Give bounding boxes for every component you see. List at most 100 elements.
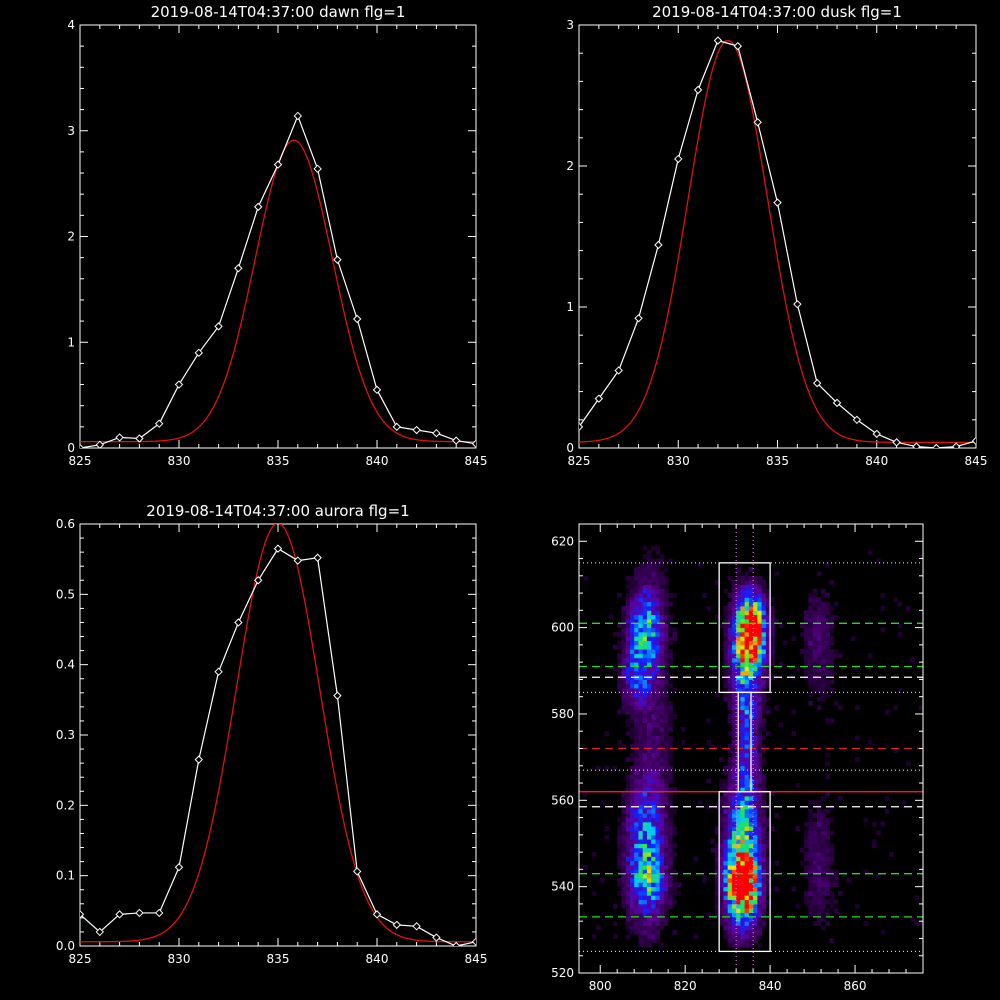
- aurora-y-tick-label: 0.1: [56, 869, 75, 883]
- dusk-chart-title: 2019-08-14T04:37:00 dusk flg=1: [652, 3, 902, 21]
- aurora-axes-frame: [79, 523, 477, 947]
- aurora-chart-title: 2019-08-14T04:37:00 aurora flg=1: [146, 502, 410, 520]
- aurora-plot-area: [80, 524, 476, 946]
- dusk-axes-frame: [578, 24, 977, 449]
- dusk-data-point: [733, 41, 743, 51]
- aurora-data-point: [115, 910, 124, 919]
- dusk-data-point: [971, 436, 976, 446]
- aurora-x-tick-label: 845: [465, 952, 488, 966]
- dawn-data-point: [273, 160, 283, 169]
- dusk-chart: 825 830 835 840 845 0 1 2 3: [566, 18, 987, 468]
- dawn-data-point: [253, 202, 263, 212]
- dawn-data-point: [194, 348, 204, 358]
- aurora-data-point: [174, 863, 184, 872]
- dusk-data-point: [773, 198, 782, 207]
- image-y-tick-label: 580: [551, 707, 574, 721]
- dawn-data-point: [174, 380, 184, 389]
- aurora-data-point: [451, 941, 461, 946]
- aurora-x-tick-label: 835: [267, 952, 290, 966]
- dawn-x-tick-label: 825: [69, 454, 92, 468]
- dawn-chart-title: 2019-08-14T04:37:00 dawn flg=1: [150, 3, 406, 21]
- dawn-x-tick-label: 835: [267, 454, 290, 468]
- image-x-tick-label: 820: [674, 979, 697, 993]
- aurora-x-tick-label: 830: [168, 952, 191, 966]
- dawn-x-tick-label: 830: [168, 454, 191, 468]
- aurora-data-point: [154, 908, 164, 918]
- dusk-data-point: [654, 240, 663, 250]
- aurora-data-point: [293, 556, 303, 565]
- dusk-y-tick-label: 2: [566, 159, 574, 173]
- dusk-data-point: [674, 154, 683, 164]
- dusk-data-point: [713, 36, 723, 45]
- image-y-tick-label: 560: [551, 793, 574, 807]
- dawn-data-point: [333, 255, 342, 264]
- dawn-data-point: [392, 422, 402, 432]
- aurora-data-point: [392, 920, 402, 930]
- aurora-data-point: [194, 755, 204, 764]
- dusk-y-tick-label: 3: [566, 18, 574, 32]
- image-y-tick-label: 540: [551, 880, 574, 894]
- dusk-data-line: [579, 39, 976, 448]
- aurora-y-tick-label: 0.0: [56, 939, 75, 953]
- dawn-data-point: [115, 433, 124, 442]
- dusk-x-tick-label: 835: [766, 454, 789, 468]
- aurora-data-point: [273, 544, 283, 553]
- dusk-data-point: [812, 378, 822, 388]
- dusk-data-point: [852, 415, 862, 425]
- dusk-data-point: [614, 366, 623, 375]
- dawn-data-point: [471, 439, 476, 448]
- aurora-data-point: [412, 922, 421, 931]
- aurora-data-point: [253, 576, 263, 585]
- dusk-fit-curve: [579, 39, 976, 444]
- dawn-y-tick-label: 4: [67, 18, 75, 32]
- image-x-tick-label: 800: [589, 979, 612, 993]
- image-y-tick-label: 620: [551, 534, 574, 548]
- aurora-y-tick-label: 0.6: [56, 517, 75, 531]
- dusk-data-point: [634, 314, 643, 323]
- aurora-data-point: [80, 910, 85, 919]
- dusk-data-point: [579, 422, 584, 432]
- image-y-tick-label: 520: [551, 966, 574, 980]
- aurora-x-tick-label: 840: [366, 952, 389, 966]
- detector-image-chart: 800 820 840 860 520 540 560 580 600 620: [551, 523, 924, 993]
- aurora-data-point: [333, 691, 342, 700]
- dusk-y-tick-label: 1: [566, 300, 574, 314]
- heatmap-pixels: [583, 545, 923, 948]
- aurora-data-point: [471, 937, 476, 946]
- dusk-x-tick-label: 840: [865, 454, 888, 468]
- dawn-y-tick-label: 3: [67, 124, 75, 138]
- aurora-data-point: [214, 667, 223, 676]
- dawn-fit-curve: [80, 139, 476, 443]
- dusk-data-point: [693, 85, 703, 95]
- aurora-y-tick-label: 0.2: [56, 798, 75, 812]
- dawn-y-tick-label: 2: [67, 230, 75, 244]
- dawn-chart: 825 830 835 840 845 0 1 2 3 4: [67, 18, 487, 468]
- dawn-data-point: [80, 443, 85, 448]
- region-box: [737, 691, 752, 793]
- aurora-data-point: [135, 908, 144, 918]
- dawn-x-tick-label: 840: [366, 454, 389, 468]
- dawn-data-point: [95, 440, 105, 448]
- dawn-data-point: [451, 436, 461, 445]
- dawn-axes-frame: [79, 24, 477, 449]
- aurora-y-tick-label: 0.3: [56, 728, 75, 742]
- dawn-data-point: [293, 111, 303, 121]
- dawn-y-tick-label: 1: [67, 335, 75, 349]
- dawn-data-point: [352, 314, 362, 324]
- dusk-data-point: [912, 442, 921, 448]
- dusk-data-point: [594, 394, 604, 403]
- aurora-data-point: [432, 933, 441, 942]
- aurora-data-point: [372, 910, 382, 919]
- dawn-data-point: [313, 164, 322, 174]
- aurora-data-point: [352, 867, 362, 876]
- aurora-data-point: [313, 553, 322, 562]
- dusk-plot-area: [579, 36, 976, 448]
- aurora-fit-curve: [80, 524, 476, 943]
- dusk-data-point: [753, 118, 762, 127]
- aurora-y-tick-label: 0.4: [56, 658, 75, 672]
- dusk-data-point: [832, 398, 842, 408]
- dusk-data-point: [872, 429, 881, 439]
- dawn-x-tick-label: 845: [465, 454, 488, 468]
- dawn-data-point: [214, 322, 223, 331]
